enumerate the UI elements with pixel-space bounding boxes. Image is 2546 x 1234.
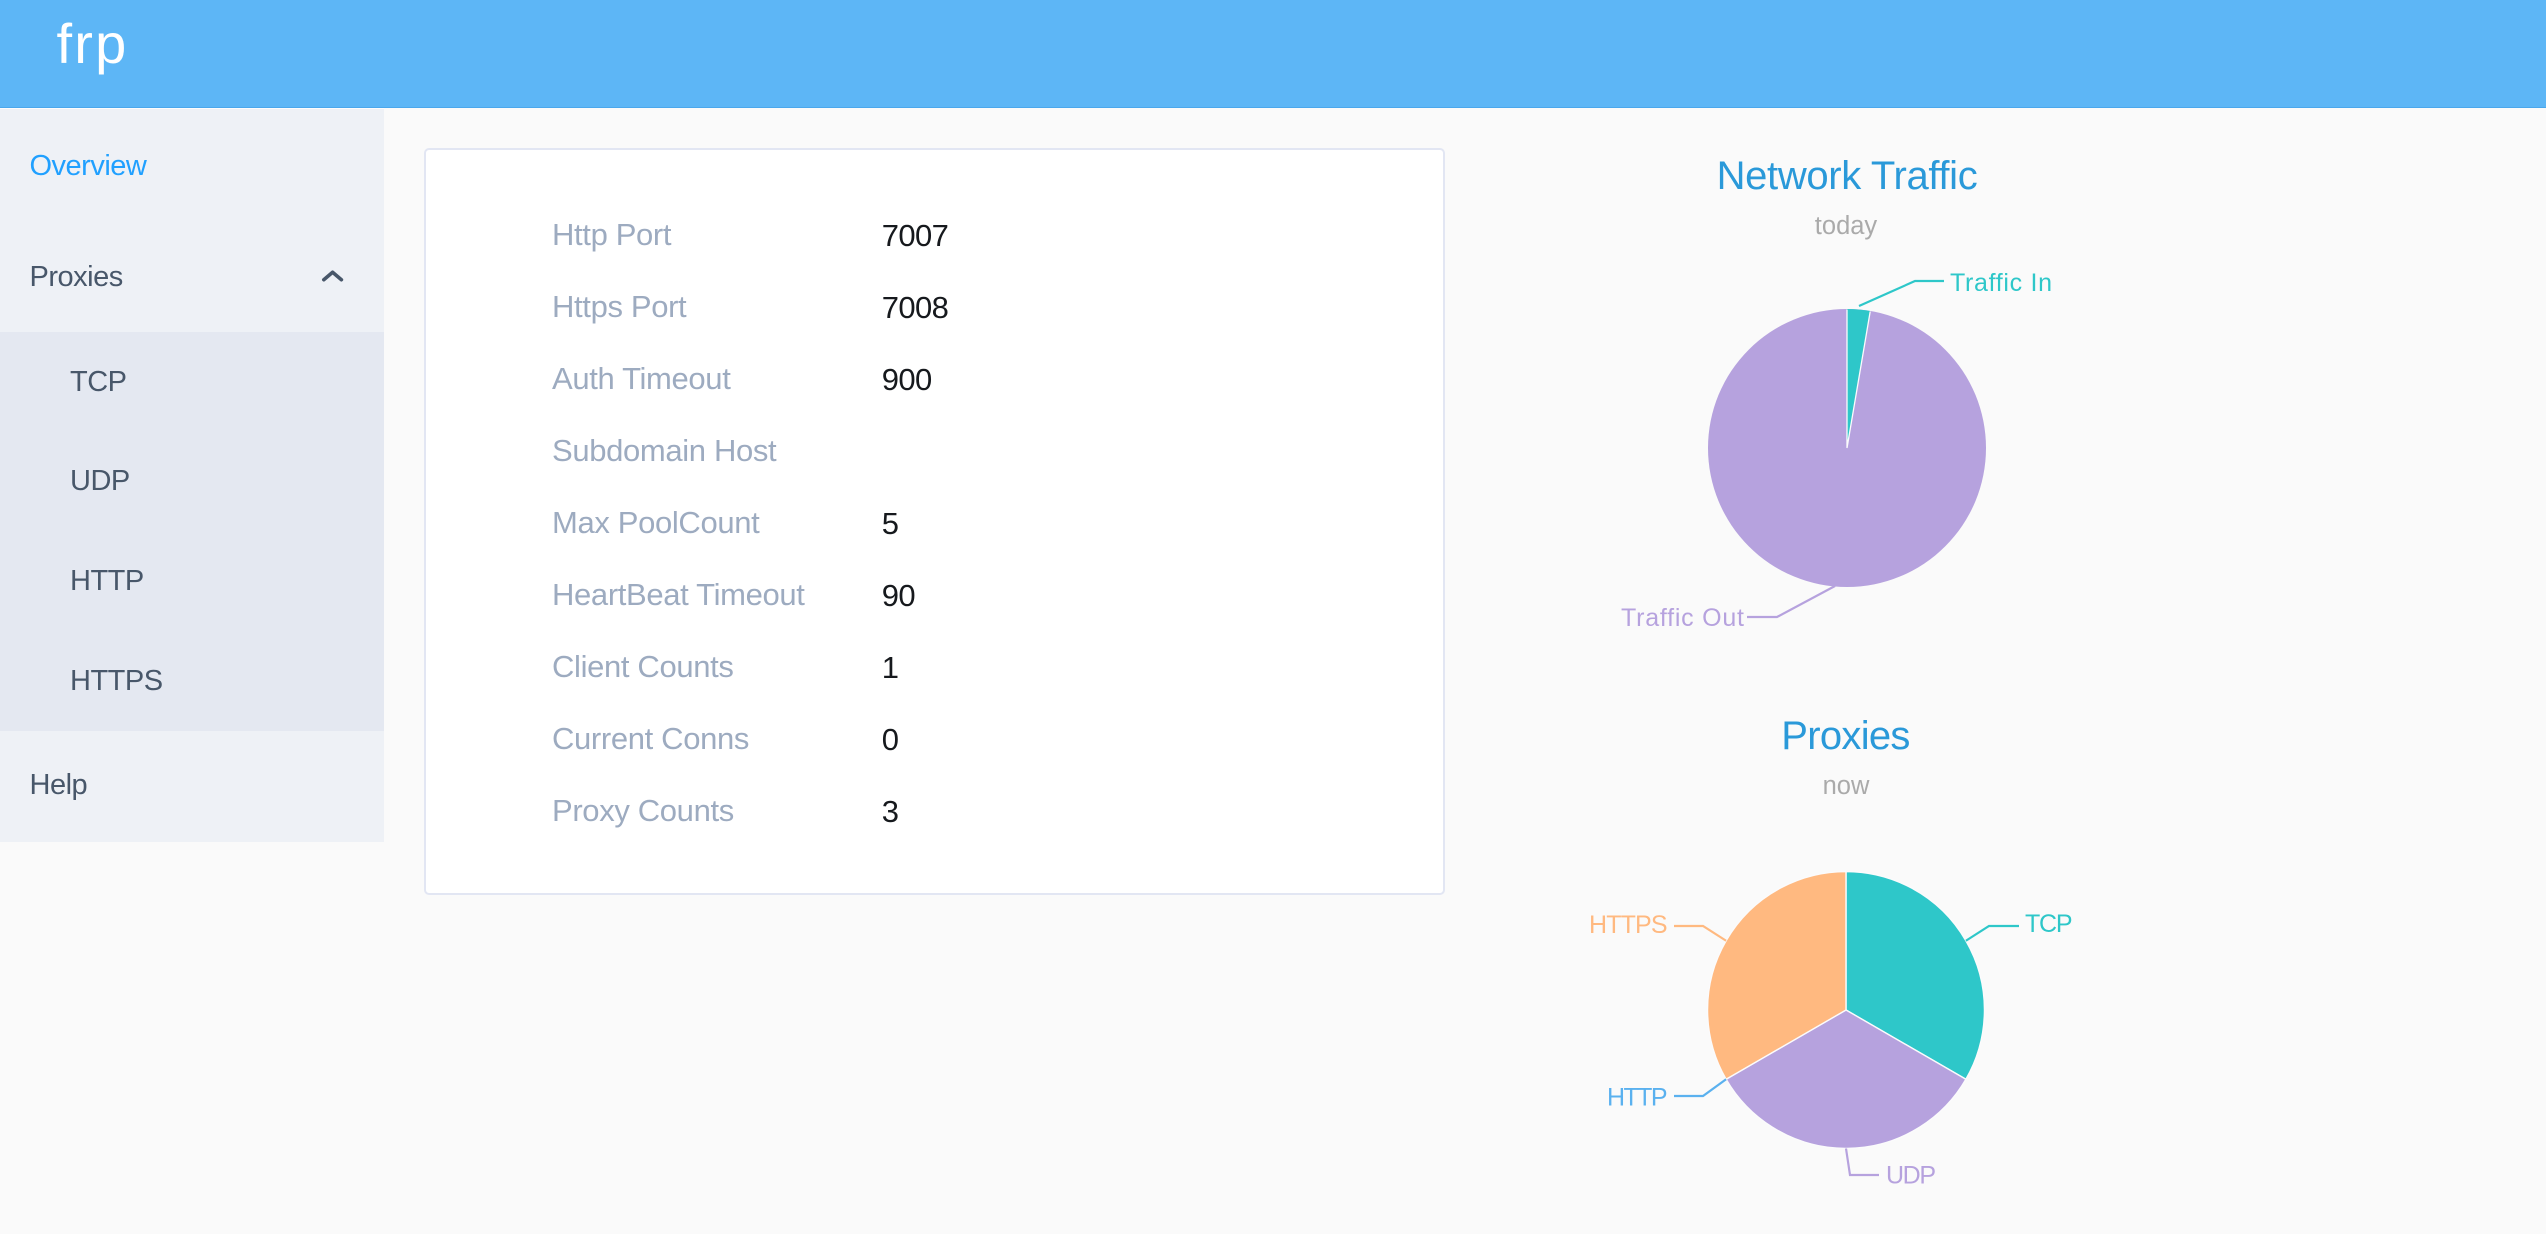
svg-text:UDP: UDP — [1886, 1162, 1936, 1190]
svg-text:HTTP: HTTP — [1607, 1084, 1668, 1112]
svg-text:Traffic In: Traffic In — [1950, 269, 2052, 297]
svg-text:TCP: TCP — [2025, 910, 2073, 938]
svg-text:HTTPS: HTTPS — [1589, 911, 1668, 939]
svg-text:Traffic Out: Traffic Out — [1621, 604, 1744, 632]
